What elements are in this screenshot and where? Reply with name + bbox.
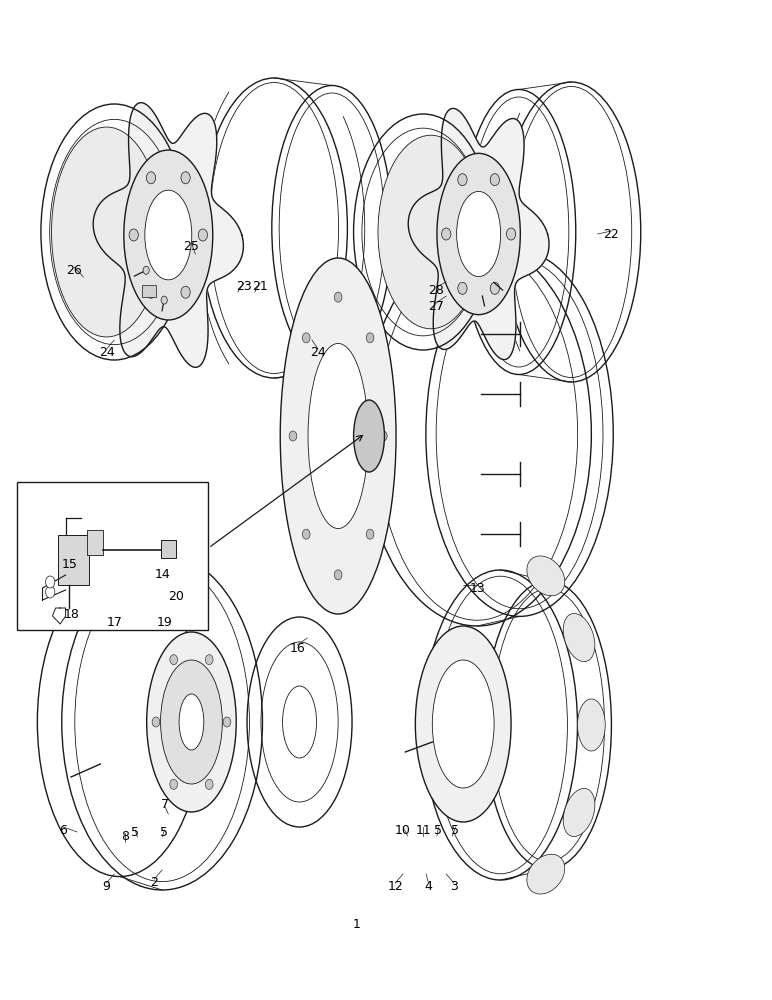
Text: 24: 24	[310, 346, 326, 359]
Circle shape	[147, 172, 156, 184]
Ellipse shape	[283, 686, 317, 758]
Circle shape	[490, 282, 499, 294]
Ellipse shape	[179, 694, 204, 750]
Text: 18: 18	[64, 607, 80, 620]
Ellipse shape	[354, 400, 384, 472]
Circle shape	[289, 431, 296, 441]
Circle shape	[205, 655, 213, 665]
Ellipse shape	[415, 626, 511, 822]
Circle shape	[442, 228, 451, 240]
Circle shape	[46, 576, 55, 588]
Text: 5: 5	[452, 824, 459, 836]
Text: 20: 20	[168, 589, 184, 602]
Text: 15: 15	[62, 558, 77, 570]
Bar	[161, 540, 176, 558]
Text: 3: 3	[450, 880, 458, 892]
Ellipse shape	[577, 699, 605, 751]
Polygon shape	[93, 103, 243, 367]
Text: 19: 19	[157, 615, 172, 629]
Text: 17: 17	[107, 615, 122, 629]
Circle shape	[129, 229, 138, 241]
Text: 2: 2	[151, 876, 158, 888]
Circle shape	[366, 333, 374, 343]
Circle shape	[458, 174, 467, 186]
Circle shape	[170, 779, 178, 789]
Ellipse shape	[527, 556, 565, 596]
Circle shape	[506, 228, 516, 240]
Text: 6: 6	[59, 824, 67, 836]
Text: 25: 25	[184, 239, 199, 252]
Circle shape	[303, 529, 310, 539]
Ellipse shape	[280, 258, 396, 614]
Ellipse shape	[378, 135, 483, 329]
Text: 12: 12	[388, 880, 403, 892]
Circle shape	[46, 586, 55, 598]
Bar	[142, 285, 156, 297]
Text: 24: 24	[99, 346, 114, 359]
Circle shape	[366, 529, 374, 539]
Circle shape	[170, 655, 178, 665]
Text: 14: 14	[154, 568, 170, 580]
Circle shape	[181, 286, 190, 298]
Circle shape	[334, 570, 342, 580]
Ellipse shape	[527, 854, 565, 894]
Text: 1: 1	[353, 918, 361, 932]
Circle shape	[205, 779, 213, 789]
Bar	[17, 482, 208, 630]
Polygon shape	[408, 108, 549, 360]
Text: 22: 22	[604, 228, 619, 240]
Circle shape	[490, 174, 499, 186]
Circle shape	[334, 292, 342, 302]
Bar	[87, 530, 103, 555]
Text: 27: 27	[428, 300, 444, 312]
Text: 13: 13	[469, 582, 485, 594]
Text: 28: 28	[428, 284, 444, 296]
Text: 21: 21	[252, 279, 268, 292]
Circle shape	[303, 333, 310, 343]
Text: 10: 10	[395, 824, 411, 836]
Circle shape	[152, 717, 160, 727]
Ellipse shape	[147, 632, 236, 812]
Ellipse shape	[52, 127, 161, 337]
Circle shape	[147, 286, 156, 298]
Ellipse shape	[308, 343, 368, 529]
Ellipse shape	[564, 613, 595, 662]
Ellipse shape	[564, 788, 595, 837]
Text: 16: 16	[290, 642, 305, 654]
Circle shape	[198, 229, 208, 241]
Text: 26: 26	[66, 263, 82, 276]
Circle shape	[181, 172, 190, 184]
Text: 11: 11	[415, 824, 431, 836]
Ellipse shape	[432, 660, 494, 788]
Circle shape	[223, 717, 231, 727]
Text: 4: 4	[425, 880, 432, 892]
Ellipse shape	[145, 190, 191, 280]
Text: 5: 5	[131, 826, 139, 840]
Ellipse shape	[437, 153, 520, 315]
Bar	[58, 535, 89, 585]
Ellipse shape	[456, 191, 500, 277]
Circle shape	[161, 296, 168, 304]
Text: 5: 5	[435, 824, 442, 836]
Text: 7: 7	[161, 798, 169, 810]
Text: 5: 5	[161, 826, 168, 840]
Circle shape	[143, 266, 149, 274]
Text: 23: 23	[236, 279, 252, 292]
Ellipse shape	[124, 150, 213, 320]
Text: 8: 8	[121, 830, 129, 842]
Ellipse shape	[161, 660, 222, 784]
Text: 9: 9	[103, 880, 110, 892]
Circle shape	[458, 282, 467, 294]
Circle shape	[379, 431, 387, 441]
